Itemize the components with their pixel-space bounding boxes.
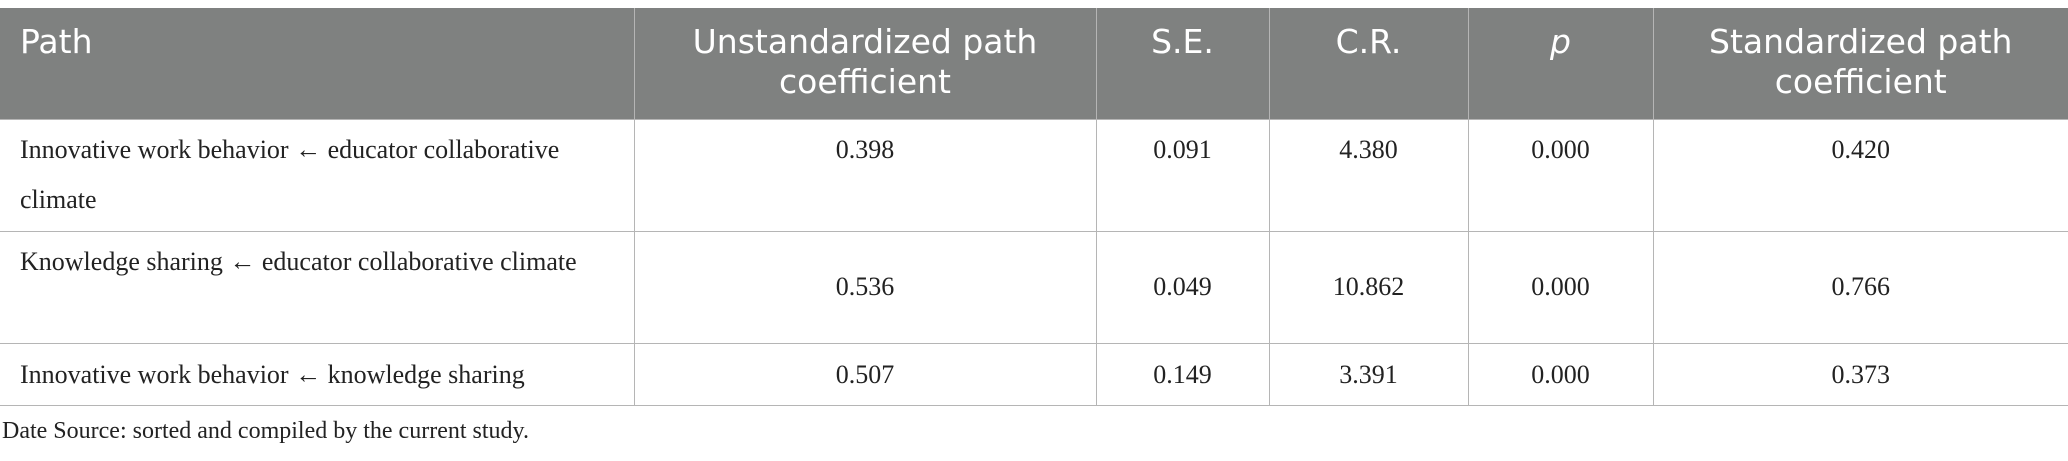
column-header: p (1467, 8, 1653, 119)
value-cell: 0.420 (1652, 118, 2068, 232)
table-row: Innovative work behavior ← knowledge sha… (0, 342, 2068, 406)
value-cell: 3.391 (1268, 342, 1469, 406)
column-header: Path (0, 8, 634, 119)
column-header: S.E. (1095, 8, 1269, 119)
path-cell: Knowledge sharing ← educator collaborati… (0, 230, 635, 344)
value-cell: 4.380 (1268, 118, 1469, 232)
value-cell: 0.373 (1652, 342, 2068, 406)
column-header: Standardized path coefficient (1652, 8, 2068, 119)
footnote: Date Source: sorted and compiled by the … (2, 418, 529, 444)
value-cell: 0.536 (633, 230, 1097, 344)
header-row: Path Unstandardized path coefficient S.E… (0, 8, 2068, 119)
results-table: Path Unstandardized path coefficient S.E… (0, 8, 2068, 406)
value-cell: 0.091 (1095, 118, 1270, 232)
value-cell: 0.049 (1095, 230, 1270, 344)
value-cell: 0.000 (1467, 118, 1654, 232)
value-cell: 0.149 (1095, 342, 1270, 406)
path-cell: Innovative work behavior ← knowledge sha… (0, 342, 635, 406)
table-row: Knowledge sharing ← educator collaborati… (0, 230, 2068, 344)
column-header: Unstandardized path coefficient (633, 8, 1096, 119)
value-cell: 10.862 (1268, 230, 1469, 344)
value-cell: 0.000 (1467, 342, 1654, 406)
value-cell: 0.000 (1467, 230, 1654, 344)
column-header: C.R. (1268, 8, 1468, 119)
value-cell: 0.398 (633, 118, 1097, 232)
table-row: Innovative work behavior ← educator coll… (0, 118, 2068, 232)
value-cell: 0.507 (633, 342, 1097, 406)
value-cell: 0.766 (1652, 230, 2068, 344)
path-cell: Innovative work behavior ← educator coll… (0, 118, 635, 232)
